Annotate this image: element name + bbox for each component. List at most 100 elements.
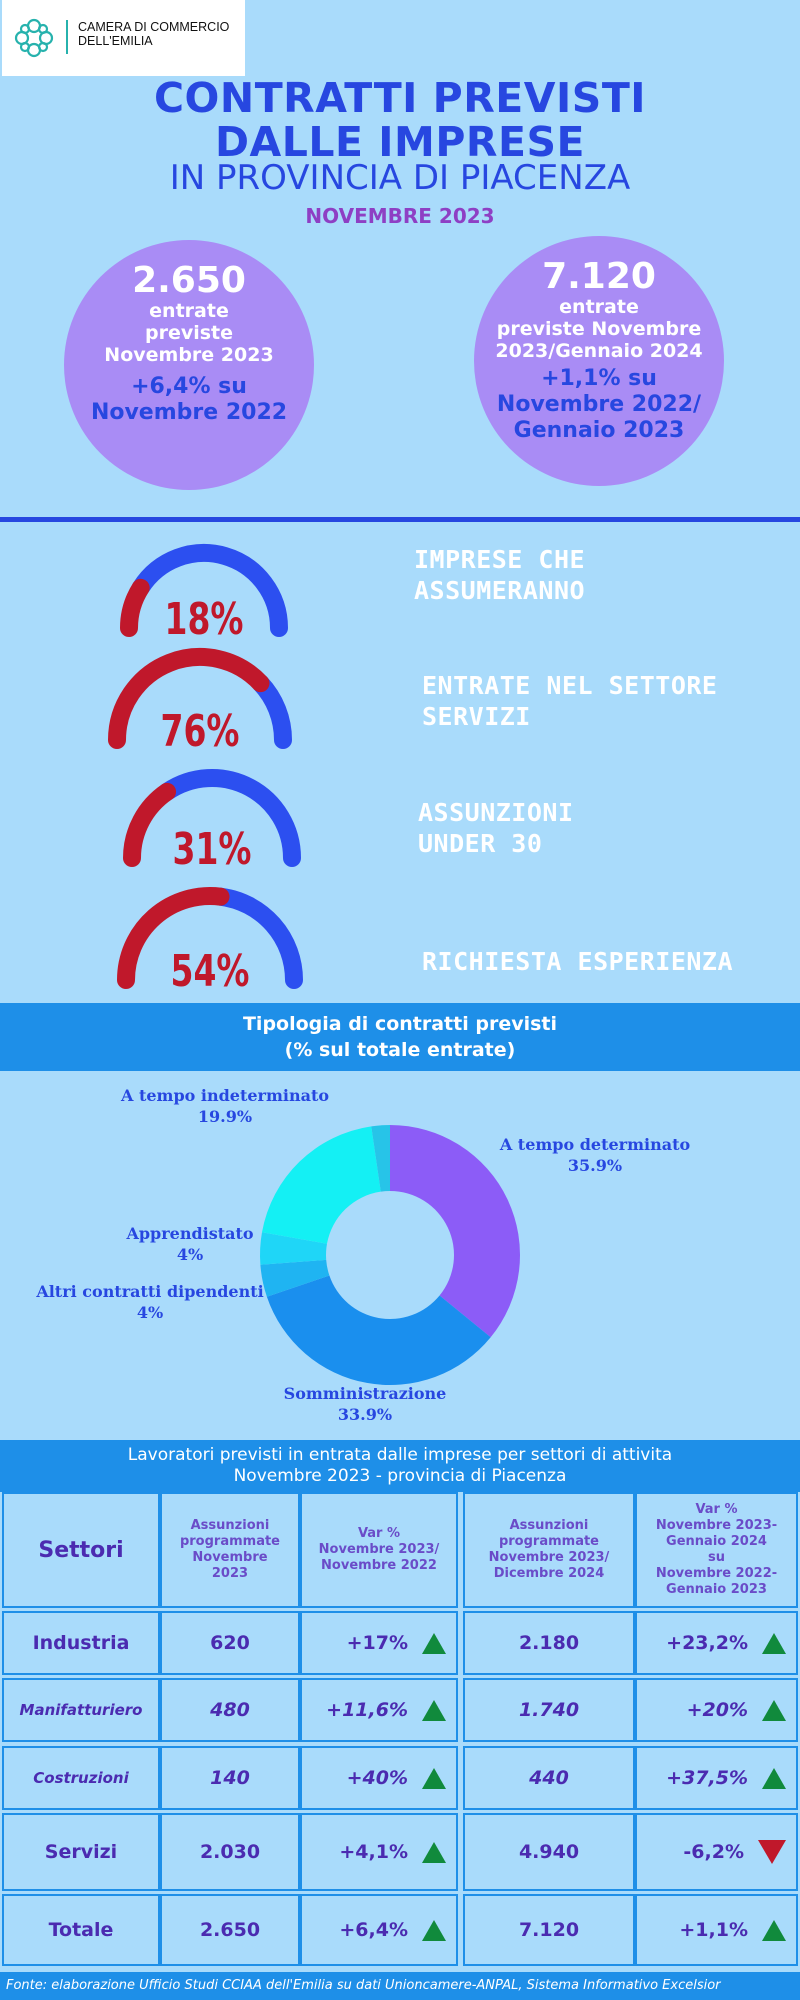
gauge-label-line: ASSUNZIONI: [418, 798, 574, 827]
gauge-percent: 18%: [165, 594, 244, 640]
gauge-chart: 76%: [108, 648, 292, 752]
gauge-label: IMPRESE CHE ASSUMERANNO: [414, 544, 585, 606]
arrow-up-icon: [422, 1841, 446, 1863]
pie-label-indeterminato: A tempo indeterminato 19.9%: [110, 1085, 340, 1127]
gauge-label-line: SERVIZI: [422, 702, 531, 731]
camera-commercio-logo-icon: [14, 18, 54, 58]
header-line: Gennaio 2023: [666, 1582, 767, 1597]
arrow-up-icon: [762, 1767, 786, 1789]
arrow-up-icon: [422, 1919, 446, 1941]
arrow-up-icon: [762, 1632, 786, 1654]
donut-slice: [371, 1125, 390, 1192]
variation-value: +1,1%: [679, 1919, 748, 1941]
donut-slice: [260, 1259, 330, 1297]
header-line: Dicembre 2024: [493, 1566, 605, 1581]
kpi-value: 7.120: [542, 256, 656, 297]
kpi-label-line: Novembre 2023: [104, 344, 274, 366]
donut-slice: [390, 1125, 520, 1338]
gauge-label-line: ENTRATE NEL SETTORE: [422, 671, 718, 700]
hires-month-cell: 480: [160, 1678, 300, 1742]
table-header-cell: Var % Novembre 2023/Novembre 2022: [300, 1492, 458, 1608]
gauge-label-line: RICHIESTA ESPERIENZA: [422, 947, 734, 976]
kpi-variation-line: +6,4% su: [131, 374, 247, 399]
arrow-up-icon: [422, 1632, 446, 1654]
donut-slice: [260, 1232, 327, 1265]
hires-month-cell: 2.030: [160, 1813, 300, 1891]
org-name-line2: DELL'EMILIA: [78, 34, 153, 48]
variation-value: +37,5%: [666, 1767, 748, 1789]
hires-month-cell: 620: [160, 1611, 300, 1675]
donut-title-band: Tipologia di contratti previsti (% sul t…: [0, 1003, 800, 1071]
arrow-up-icon: [762, 1699, 786, 1721]
gauge-value-arc: [120, 578, 150, 637]
variation-value: +6,4%: [339, 1919, 408, 1941]
variation-value: +17%: [346, 1632, 408, 1654]
source-footer: Fonte: elaborazione Ufficio Studi CCIAA …: [0, 1972, 800, 2000]
gauge-percent: 54%: [171, 946, 250, 992]
header-line: Novembre 2023-: [655, 1518, 778, 1533]
kpi-label-line: previste Novembre: [496, 318, 702, 340]
header-text: Var % Novembre 2023- Gennaio 2024 su Novembr…: [656, 1502, 777, 1598]
title-line1: CONTRATTI PREVISTI: [153, 74, 647, 122]
variation-value: +23,2%: [666, 1632, 748, 1654]
variation-value: +4,1%: [339, 1841, 408, 1863]
pie-label-name: Somministrazione: [283, 1384, 447, 1403]
logo-separator: [66, 20, 68, 54]
header-line: Novembre 2022: [321, 1558, 437, 1573]
hires-quarter-cell: 4.940: [463, 1813, 635, 1891]
header-text: Assunzioni programmate Novembre 2023: [180, 1518, 280, 1582]
table-header-cell: Settori: [2, 1492, 160, 1608]
pie-label-name: Altri contratti dipendenti: [36, 1282, 264, 1301]
variation-month-cell: +6,4%: [300, 1894, 458, 1966]
table-title-line1: Lavoratori previsti in entrata dalle imp…: [127, 1445, 673, 1465]
variation-month-cell: +11,6%: [300, 1678, 458, 1742]
donut-title: Tipologia di contratti previsti: [242, 1013, 558, 1035]
kpi-variation-line: Novembre 2022: [90, 400, 288, 425]
kpi-circle-monthly: 2.650 entrate previste Novembre 2023 +6,…: [64, 240, 314, 490]
header-line: Settori: [38, 1537, 124, 1563]
donut-slice: [262, 1126, 381, 1244]
gauge-label-line: IMPRESE CHE: [414, 545, 586, 574]
arrow-up-icon: [422, 1767, 446, 1789]
header-text: Var % Novembre 2023/Novembre 2022: [319, 1526, 440, 1574]
pie-label-value: 4%: [176, 1245, 204, 1264]
pie-label-name: Apprendistato: [126, 1224, 254, 1243]
variation-value: +20%: [686, 1699, 748, 1721]
header-text: Settori: [38, 1538, 123, 1563]
pie-label-somministrazione: Somministrazione 33.9%: [250, 1383, 480, 1425]
gauge-rest-arc: [211, 887, 303, 989]
header-line: Gennaio 2024: [666, 1534, 767, 1549]
sector-name-cell: Manifatturiero: [2, 1678, 160, 1742]
org-name-line1: CAMERA DI COMMERCIO: [78, 20, 230, 34]
table-title: Lavoratori previsti in entrata dalle imp…: [0, 1440, 800, 1492]
donut-chart: [260, 1125, 520, 1385]
kpi-value: 2.650: [132, 260, 246, 301]
sector-name-cell: Totale: [2, 1894, 160, 1966]
header-line: Novembre 2023/: [318, 1542, 440, 1557]
header-line: 2023: [211, 1566, 249, 1581]
gauge-rest-arc: [131, 544, 288, 637]
title-line2: DALLE IMPRESE: [214, 118, 585, 166]
table-header-cell: Assunzioni programmate Novembre 2023: [160, 1492, 300, 1608]
header-line: Novembre 2022-: [655, 1566, 778, 1581]
gauge-chart: 18%: [120, 544, 288, 640]
logo-box: [2, 0, 245, 76]
pie-label-determinato: A tempo determinato 35.9%: [480, 1134, 710, 1176]
period-subtitle: NOVEMBRE 2023: [305, 204, 495, 228]
header-line: su: [707, 1550, 725, 1565]
variation-quarter-cell: +20%: [635, 1678, 798, 1742]
hires-quarter-cell: 440: [463, 1746, 635, 1810]
gauge-value-arc: [123, 782, 177, 867]
gauge-percent: 76%: [161, 706, 240, 752]
gauge-rest-arc: [251, 674, 292, 749]
title-line3: IN PROVINCIA DI PIACENZA: [169, 158, 631, 198]
variation-value: +11,6%: [326, 1699, 408, 1721]
header-line: Novembre: [192, 1550, 268, 1565]
gauge-percent: 31%: [173, 824, 252, 870]
hires-quarter-cell: 7.120: [463, 1894, 635, 1966]
table-title-line2: Novembre 2023 - provincia di Piacenza: [233, 1466, 567, 1486]
page-title: CONTRATTI PREVISTI DALLE IMPRESE: [0, 76, 800, 164]
sector-name-cell: Industria: [2, 1611, 160, 1675]
gauge-label-line: UNDER 30: [418, 829, 543, 858]
header-line: Assunzioni: [190, 1518, 270, 1533]
